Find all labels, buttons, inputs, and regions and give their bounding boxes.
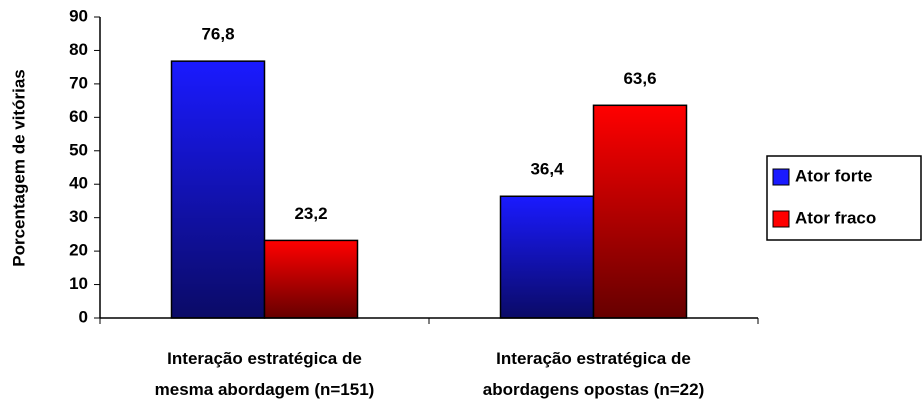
y-tick-label: 20 [69, 241, 88, 260]
legend-box [766, 155, 922, 241]
bar-shade [593, 105, 687, 318]
value-label: 76,8 [201, 25, 234, 44]
y-tick-label: 90 [69, 6, 88, 25]
y-tick-label: 10 [69, 274, 88, 293]
y-tick-label: 80 [69, 40, 88, 59]
y-tick-label: 30 [69, 207, 88, 226]
bar-shade [264, 240, 358, 318]
y-tick-label: 60 [69, 107, 88, 126]
y-tick-label: 40 [69, 174, 88, 193]
x-tick-label-line: abordagens opostas (n=22) [483, 380, 705, 399]
x-tick-label-line: Interação estratégica de [496, 349, 691, 368]
legend-swatch [772, 210, 790, 228]
value-label: 23,2 [294, 204, 327, 223]
y-tick-label: 50 [69, 140, 88, 159]
legend-label: Ator forte [795, 166, 872, 185]
value-label: 63,6 [623, 69, 656, 88]
y-axis-label: Porcentagem de vitórias [9, 69, 28, 266]
y-tick-label: 0 [79, 307, 88, 326]
y-tick-label: 70 [69, 73, 88, 92]
value-label: 36,4 [530, 160, 564, 179]
legend-label: Ator fraco [795, 208, 876, 227]
legend-swatch [772, 168, 790, 186]
x-tick-label: Interação estratégica de mesma abordagem … [155, 349, 375, 399]
x-tick-label-line: Interação estratégica de [167, 349, 362, 368]
x-tick-label: Interação estratégica de abordagens opost… [483, 349, 705, 399]
x-tick-label-line: mesma abordagem (n=151) [155, 380, 375, 399]
bar-shade [171, 61, 265, 318]
bar-shade [500, 196, 594, 318]
